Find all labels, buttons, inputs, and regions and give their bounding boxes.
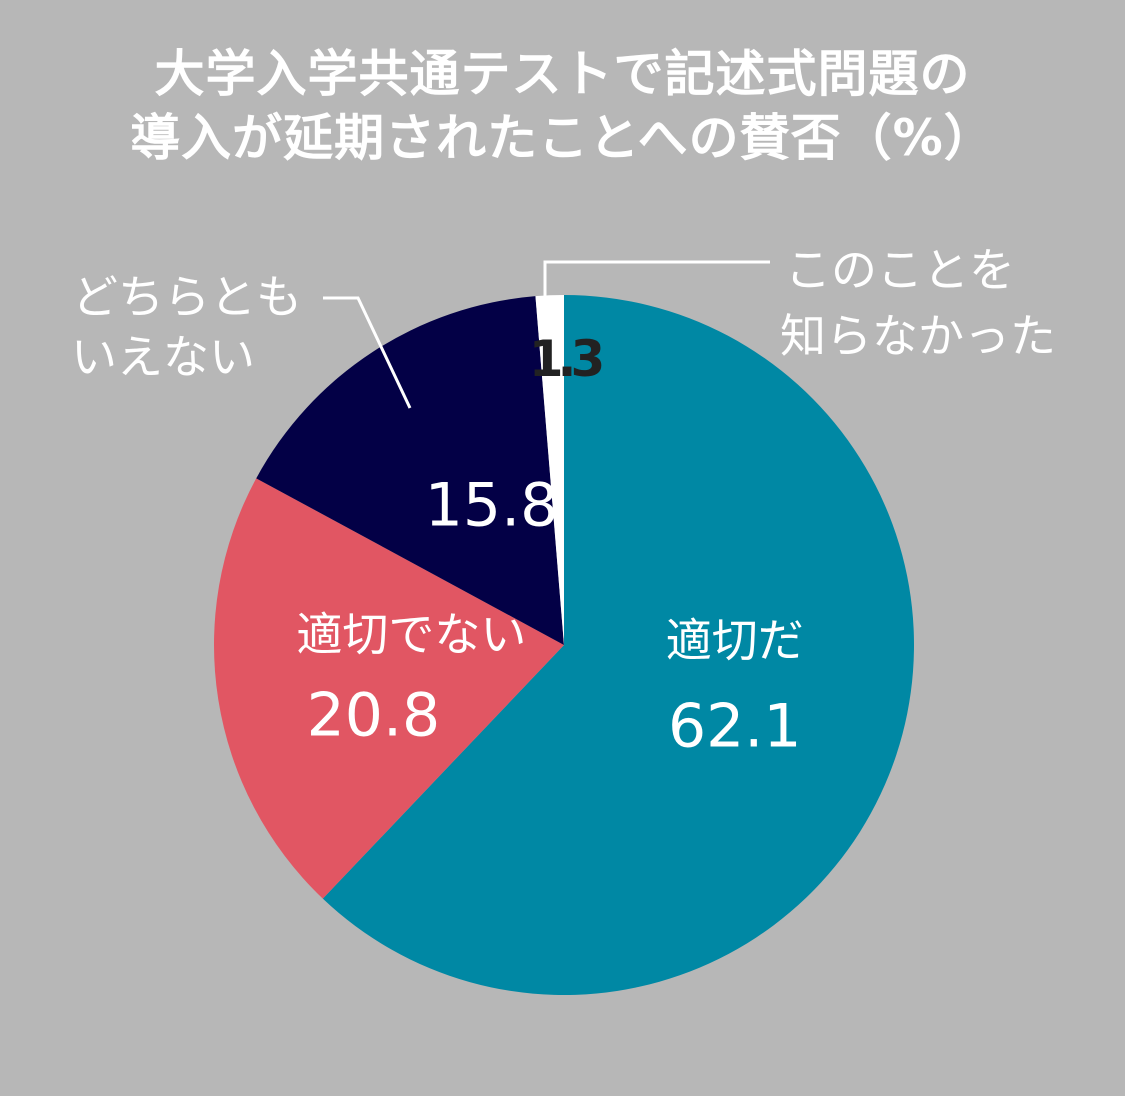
- callout-label-3-line-2: 知らなかった: [780, 309, 1056, 363]
- callout-label-2-line-1: どちらとも: [72, 270, 302, 324]
- slice-value-1: 20.8: [307, 681, 441, 751]
- pie-slice-0: [322, 295, 914, 995]
- slice-label-1: 適切でない: [296, 608, 526, 662]
- pie-slice-2: [256, 296, 564, 645]
- chart-title-line-1: 大学入学共通テストで記述式問題の: [154, 45, 971, 103]
- callout-label-2-line-2: いえない: [71, 330, 255, 384]
- slice-value-2: 15.8: [425, 471, 559, 541]
- pie-slice-3: [535, 295, 564, 645]
- leader-line-3: [543, 260, 770, 298]
- slice-value-3: 1.3: [529, 330, 602, 388]
- slice-label-0: 適切だ: [666, 613, 804, 667]
- slice-value-0: 62.1: [668, 691, 802, 761]
- leader-line-2: [323, 296, 412, 409]
- callout-label-3-line-1: このことを: [785, 243, 1015, 297]
- chart-title-line-2: 導入が延期されたことへの賛否（%）: [130, 109, 995, 167]
- pie-slice-1: [213, 478, 564, 899]
